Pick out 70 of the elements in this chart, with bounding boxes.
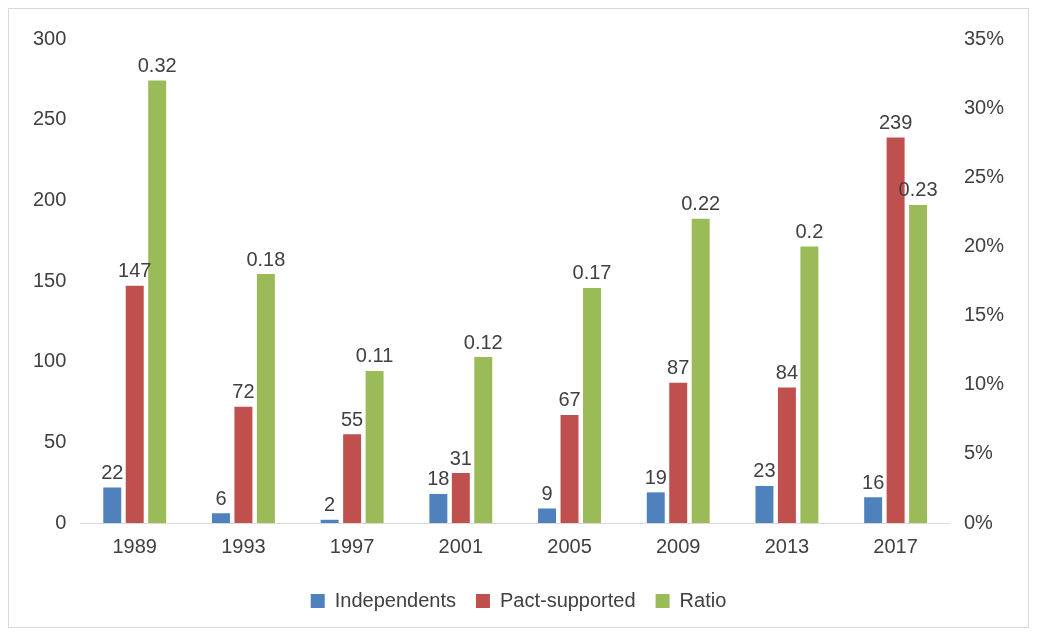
bar bbox=[691, 218, 710, 523]
legend-label: Ratio bbox=[679, 588, 727, 611]
data-label: 0.18 bbox=[246, 247, 286, 270]
data-label: 87 bbox=[667, 356, 690, 379]
bar bbox=[909, 204, 928, 523]
data-label: 23 bbox=[753, 459, 776, 482]
y-tick-label: 200 bbox=[32, 187, 67, 210]
y2-tick-label: 20% bbox=[963, 233, 1005, 256]
y-tick-label: 150 bbox=[32, 268, 67, 291]
x-tick-label: 1993 bbox=[221, 534, 266, 557]
bar bbox=[583, 287, 601, 523]
y2-tick-label: 25% bbox=[963, 164, 1005, 187]
y-tick-label: 50 bbox=[44, 429, 67, 452]
legend-label: Pact-supported bbox=[499, 588, 636, 611]
bar bbox=[211, 513, 230, 523]
data-label: 0.17 bbox=[572, 261, 612, 284]
data-label: 0.22 bbox=[681, 192, 721, 215]
data-label: 22 bbox=[101, 461, 124, 484]
bar bbox=[800, 246, 819, 523]
bar bbox=[451, 472, 470, 523]
bar bbox=[103, 487, 122, 523]
data-label: 6 bbox=[215, 486, 227, 509]
x-tick-label: 2005 bbox=[547, 534, 592, 557]
y2-tick-label: 15% bbox=[963, 303, 1005, 326]
data-label: 72 bbox=[232, 380, 255, 403]
data-label: 18 bbox=[427, 467, 450, 490]
data-label: 67 bbox=[558, 388, 581, 411]
x-tick-label: 1989 bbox=[112, 534, 157, 557]
y2-tick-label: 10% bbox=[963, 372, 1005, 395]
bar bbox=[777, 387, 796, 523]
y-tick-label: 0 bbox=[55, 510, 67, 533]
bar bbox=[125, 285, 144, 523]
data-label: 0.12 bbox=[463, 330, 503, 353]
y-tick-label: 100 bbox=[32, 349, 67, 372]
data-label: 0.32 bbox=[137, 54, 177, 76]
data-label: 55 bbox=[340, 407, 364, 430]
bar bbox=[560, 414, 579, 523]
x-tick-label: 2013 bbox=[764, 534, 810, 557]
bar bbox=[320, 519, 339, 523]
bar bbox=[256, 274, 275, 523]
data-label: 2 bbox=[324, 493, 336, 516]
y2-tick-label: 5% bbox=[963, 441, 994, 464]
data-label: 16 bbox=[862, 470, 885, 493]
y-tick-label: 250 bbox=[32, 107, 67, 130]
x-tick-label: 2001 bbox=[438, 534, 484, 557]
bar bbox=[234, 406, 253, 523]
y2-tick-label: 35% bbox=[963, 26, 1005, 49]
data-label: 9 bbox=[541, 482, 553, 504]
x-tick-label: 2017 bbox=[873, 534, 918, 557]
bar bbox=[429, 493, 448, 523]
data-label: 0.11 bbox=[355, 344, 394, 367]
bar bbox=[755, 485, 774, 523]
data-label: 239 bbox=[878, 110, 913, 133]
bar bbox=[474, 357, 493, 523]
y-tick-label: 300 bbox=[32, 26, 67, 49]
bar bbox=[538, 508, 557, 523]
y2-tick-label: 0% bbox=[963, 510, 994, 533]
x-tick-label: 2009 bbox=[655, 534, 701, 557]
data-label: 84 bbox=[775, 361, 799, 383]
legend-label: Independents bbox=[334, 588, 456, 611]
data-label: 31 bbox=[449, 446, 472, 469]
bar bbox=[669, 382, 688, 523]
bar bbox=[646, 492, 665, 523]
bar bbox=[343, 434, 362, 523]
data-label: 0.2 bbox=[795, 219, 824, 242]
x-tick-label: 1997 bbox=[329, 534, 375, 557]
bar bbox=[365, 370, 384, 523]
y2-tick-label: 30% bbox=[963, 95, 1005, 118]
bar bbox=[864, 497, 883, 523]
data-label: 19 bbox=[644, 465, 667, 488]
